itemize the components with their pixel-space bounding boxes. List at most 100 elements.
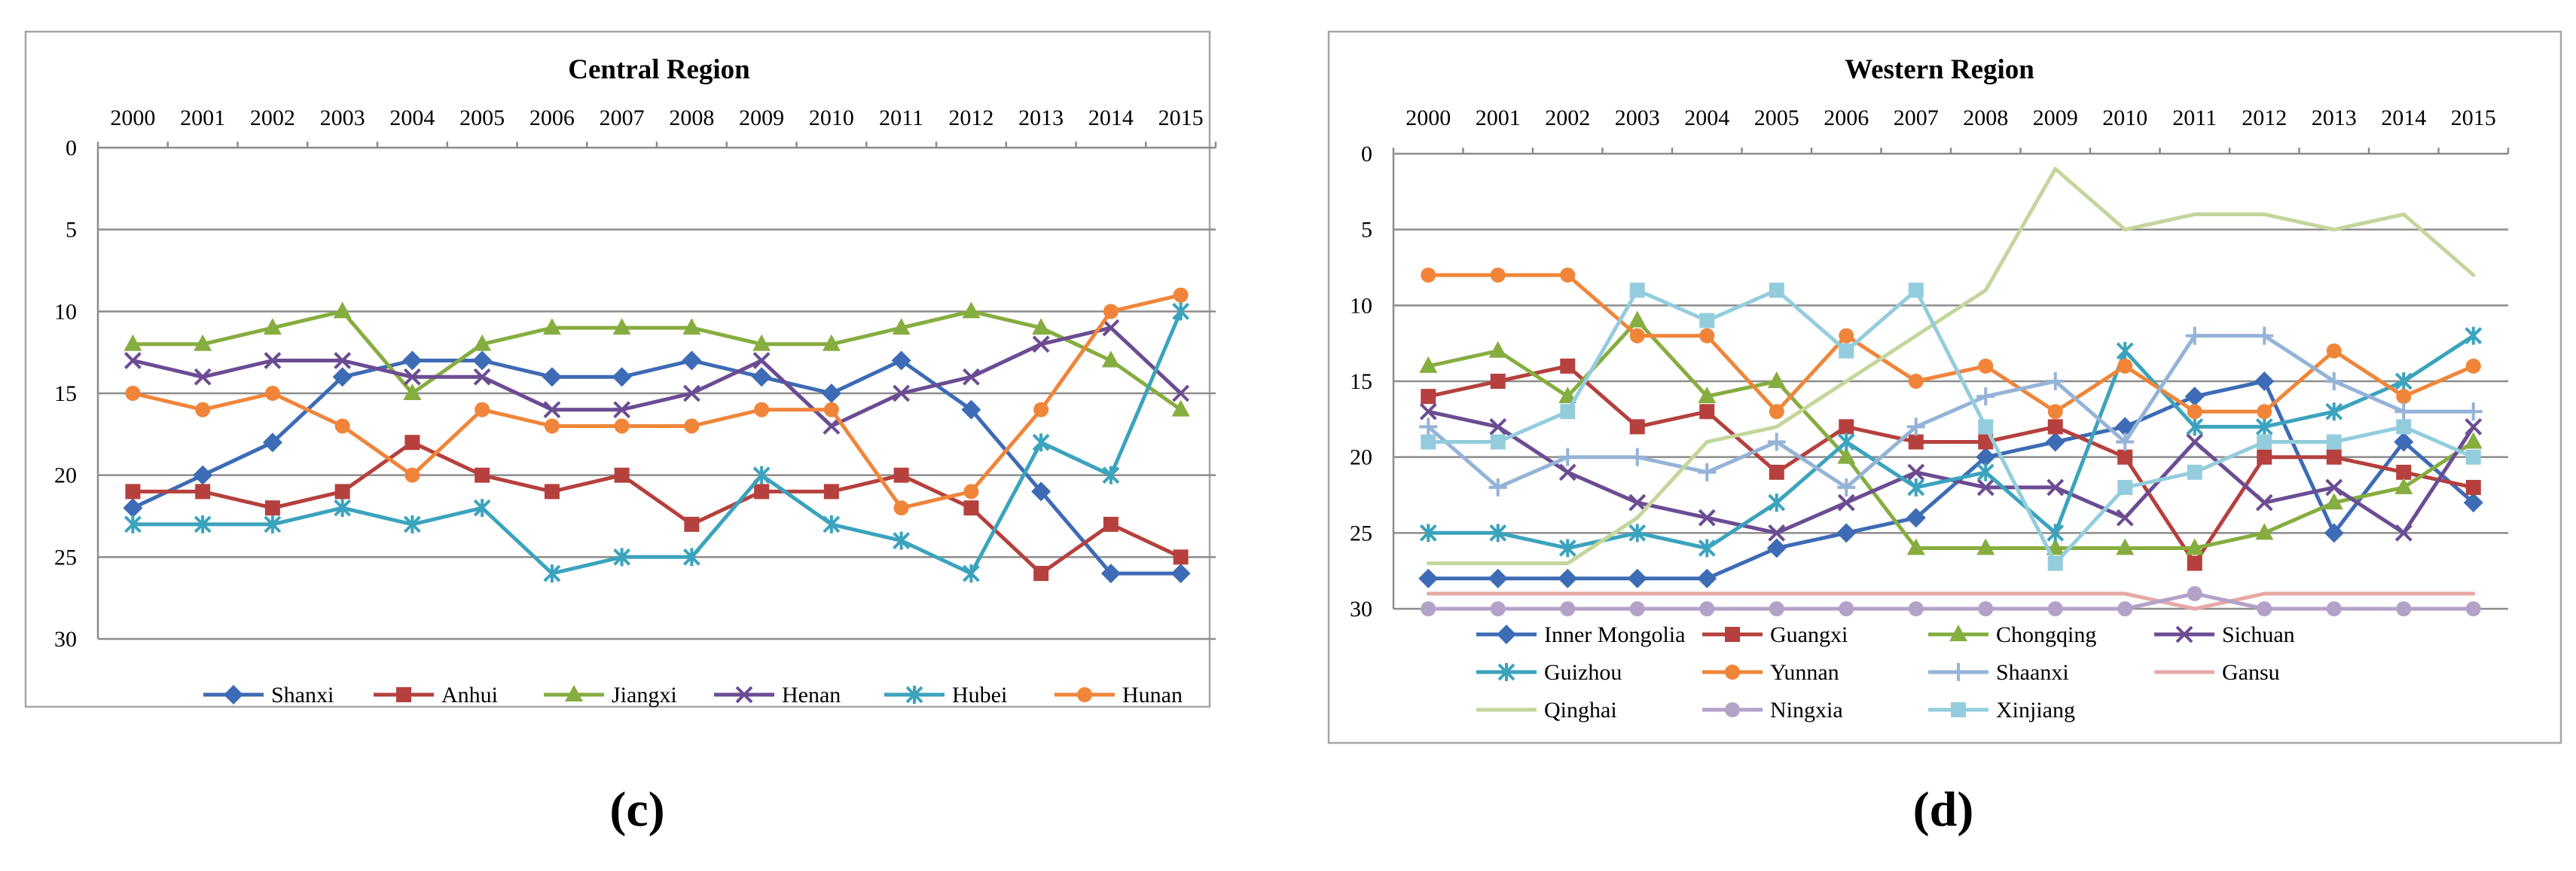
x-tick-label: 2008 (669, 105, 714, 130)
data-point-shanxi (1100, 564, 1121, 584)
data-point-xinjiang (1699, 313, 1715, 329)
data-point-shaanxi (1767, 432, 1786, 451)
data-point-henan (403, 368, 421, 386)
series-line-jiangxi (130, 309, 1183, 412)
legend-item-inner-mongolia: Inner Mongolia (1476, 622, 1685, 647)
legend: Shanxi Anhui Jiangxi Henan Hubei Hunan (203, 683, 1183, 707)
data-point-hubei (1102, 466, 1120, 484)
data-point-anhui (334, 484, 350, 500)
data-point-guangxi (1560, 358, 1576, 374)
data-point-shaanxi (2394, 402, 2413, 421)
data-point-hubei (682, 548, 700, 567)
legend-label: Inner Mongolia (1544, 622, 1685, 647)
series-line-henan (130, 325, 1183, 428)
y-tick-label: 5 (66, 218, 77, 243)
data-point-chongqing (2116, 538, 2135, 555)
data-point-henan (194, 368, 212, 386)
data-point-hubei (613, 548, 631, 567)
data-point-sichuan (1907, 463, 1925, 481)
data-point-chongqing (1976, 538, 1995, 555)
data-point-jiangxi (892, 318, 911, 335)
chart-frame (1327, 30, 2562, 744)
data-point-sichuan (1489, 417, 1507, 436)
legend-marker (1725, 702, 1740, 717)
data-point-yunnan (2187, 404, 2202, 420)
data-point-guizhou (2255, 417, 2273, 436)
data-point-jiangxi (403, 384, 422, 400)
data-point-henan (682, 384, 700, 402)
x-tick-label: 2004 (389, 105, 435, 130)
data-point-hubei (1032, 433, 1050, 452)
x-tick-label: 2006 (530, 105, 575, 130)
legend-label: Shanxi (271, 683, 334, 707)
data-point-shaanxi (1906, 417, 1925, 436)
data-point-xinjiang (2465, 449, 2481, 465)
data-point-hunan (893, 500, 909, 516)
data-point-shanxi (821, 384, 841, 403)
legend-label: Qinghai (1544, 698, 1617, 723)
data-point-chongqing (1419, 356, 1438, 373)
series-jiangxi (124, 301, 1190, 417)
data-point-chongqing (1767, 371, 1786, 388)
x-tick-label: 2009 (2033, 105, 2078, 130)
legend-marker (1951, 702, 1966, 717)
data-point-anhui (684, 516, 700, 532)
series-line-xinjiang (1426, 288, 2476, 566)
legend-item-chongqing: Chongqing (1928, 622, 2096, 647)
legend-marker (1949, 663, 1967, 681)
data-point-shaanxi (1837, 478, 1856, 497)
data-point-shanxi (682, 350, 702, 371)
series-line-guangxi (1426, 364, 2476, 566)
data-point-jiangxi (194, 334, 212, 351)
y-tick-label: 10 (1350, 293, 1372, 318)
chart-title: Central Region (568, 54, 750, 85)
data-point-xinjiang (1839, 343, 1854, 359)
data-point-guizhou (1419, 524, 1437, 542)
data-point-chongqing (1698, 387, 1717, 404)
data-point-guangxi (1629, 419, 1645, 435)
legend-marker (735, 686, 753, 704)
data-point-sichuan (2465, 417, 2483, 436)
data-point-sichuan (2394, 524, 2413, 542)
data-point-henan (1102, 319, 1120, 337)
data-point-guangxi (1421, 389, 1436, 405)
data-point-hunan (1033, 402, 1049, 417)
data-point-hunan (475, 402, 490, 417)
y-tick-label: 15 (1350, 369, 1372, 394)
legend-item-shaanxi: Shaanxi (1928, 660, 2069, 685)
data-point-yunnan (1560, 267, 1576, 283)
data-point-inner-mongolia (2394, 432, 2414, 452)
data-point-yunnan (1490, 267, 1506, 283)
data-point-shanxi (193, 465, 213, 485)
legend-item-xinjiang: Xinjiang (1928, 698, 2075, 723)
data-point-anhui (1173, 549, 1189, 565)
data-point-xinjiang (1908, 283, 1924, 298)
data-point-xinjiang (2047, 555, 2063, 571)
legend-marker (224, 685, 243, 704)
data-point-shanxi (612, 367, 632, 387)
x-tick-label: 2008 (1963, 105, 2008, 130)
data-point-henan (823, 417, 841, 435)
data-point-ningxia (1560, 601, 1576, 616)
legend-item-shanxi: Shanxi (203, 683, 334, 707)
series-qinghai (1426, 167, 2476, 566)
y-tick-label: 20 (54, 463, 77, 488)
data-point-yunnan (2465, 358, 2481, 374)
data-point-xinjiang (1560, 404, 1576, 420)
data-point-hunan (404, 467, 420, 483)
legend-marker (1497, 625, 1516, 644)
data-point-shaanxi (1419, 417, 1438, 436)
data-point-guangxi (2187, 555, 2202, 571)
data-point-yunnan (1908, 374, 1924, 389)
data-point-shaanxi (2185, 326, 2204, 345)
data-point-shanxi (752, 367, 772, 387)
data-point-guizhou (1558, 539, 1576, 558)
data-point-chongqing (2464, 432, 2483, 449)
data-point-shaanxi (1488, 478, 1507, 497)
x-tick-label: 2010 (809, 105, 854, 130)
legend-label: Gansu (2222, 660, 2280, 685)
legend-marker (396, 687, 411, 702)
chart-frame (24, 30, 1211, 708)
data-point-shaanxi (2324, 372, 2343, 390)
data-point-ningxia (2187, 585, 2202, 601)
